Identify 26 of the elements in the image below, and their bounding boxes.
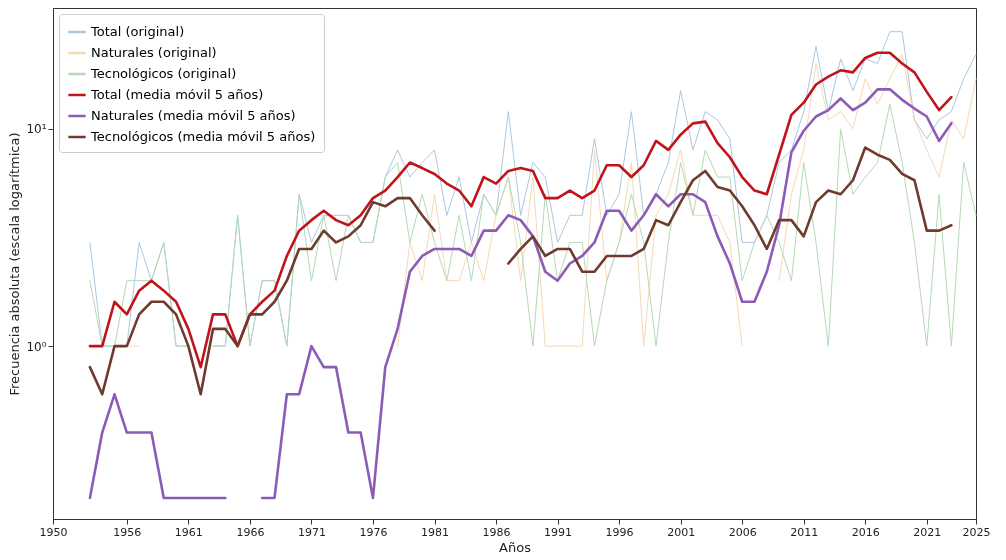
- x-tick-label: 2016: [851, 525, 880, 539]
- x-tick-label: 2025: [962, 525, 991, 539]
- x-tick-label: 1986: [482, 525, 511, 539]
- x-tick-label: 1956: [113, 525, 142, 539]
- y-tick-label: 10¹: [26, 122, 47, 137]
- y-axis-title: Frecuencia absoluta (escala logarítmica): [7, 132, 23, 396]
- legend-label: Tecnológicos (media móvil 5 años): [90, 129, 316, 144]
- legend-label: Naturales (original): [91, 45, 217, 60]
- y-tick-label: 10⁰: [26, 339, 47, 354]
- x-tick-label: 2006: [728, 525, 757, 539]
- x-tick-label: 1981: [421, 525, 450, 539]
- x-tick-label: 1966: [236, 525, 265, 539]
- x-tick-label: 1961: [174, 525, 203, 539]
- x-tick-label: 2011: [790, 525, 819, 539]
- x-tick-label: 1971: [297, 525, 326, 539]
- x-axis-title: Años: [499, 539, 532, 555]
- legend-label: Naturales (media móvil 5 años): [91, 108, 296, 123]
- legend-label: Total (media móvil 5 años): [90, 87, 264, 102]
- x-tick-label: 1976: [359, 525, 388, 539]
- x-tick-label: 1991: [544, 525, 573, 539]
- legend-label: Tecnológicos (original): [90, 66, 237, 81]
- x-tick-label: 1950: [39, 525, 68, 539]
- x-tick-label: 1996: [605, 525, 634, 539]
- x-tick-label: 2021: [913, 525, 942, 539]
- x-tick-label: 2001: [667, 525, 696, 539]
- legend-label: Total (original): [90, 24, 185, 39]
